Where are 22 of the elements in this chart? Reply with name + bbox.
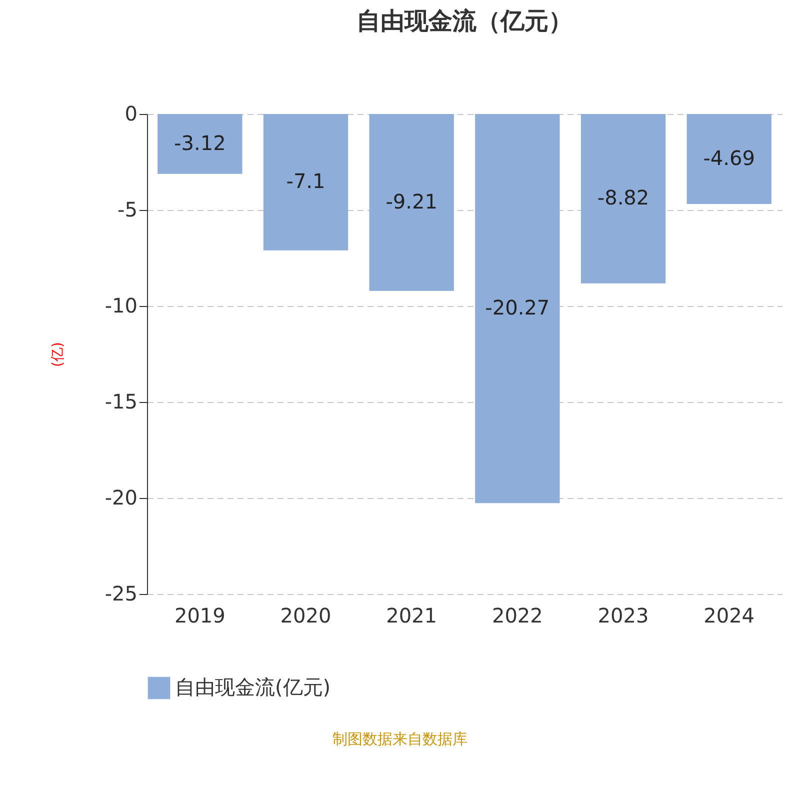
- x-tick-label: 2022: [492, 604, 543, 628]
- y-tick-label: -20: [104, 486, 138, 510]
- data-label: -8.82: [597, 186, 650, 210]
- y-tick-label: -10: [104, 294, 138, 318]
- text: 制图数据来自数据库: [332, 730, 468, 749]
- y-tick-label: 0: [124, 102, 138, 126]
- data-label: -4.69: [703, 146, 755, 170]
- x-tick-label: 2023: [598, 604, 649, 628]
- x-tick-label: 2020: [280, 604, 332, 628]
- legend-label: 自由现金流(亿元): [175, 675, 331, 699]
- x-tick-label: 2024: [704, 604, 755, 628]
- y-tick-label: -5: [118, 198, 138, 222]
- x-tick-label: 2019: [174, 604, 226, 628]
- y-tick-label: -15: [104, 390, 138, 414]
- data-label: -7.1: [286, 169, 326, 194]
- y-axis-title: (亿): [50, 342, 66, 367]
- data-label: -9.21: [386, 189, 438, 214]
- data-label: -3.12: [174, 130, 226, 155]
- x-tick-label: 2021: [386, 604, 438, 628]
- chart-title: 自由现金流（亿元）: [356, 7, 572, 35]
- y-tick-label: -25: [104, 582, 138, 606]
- data-label: -20.27: [485, 296, 550, 320]
